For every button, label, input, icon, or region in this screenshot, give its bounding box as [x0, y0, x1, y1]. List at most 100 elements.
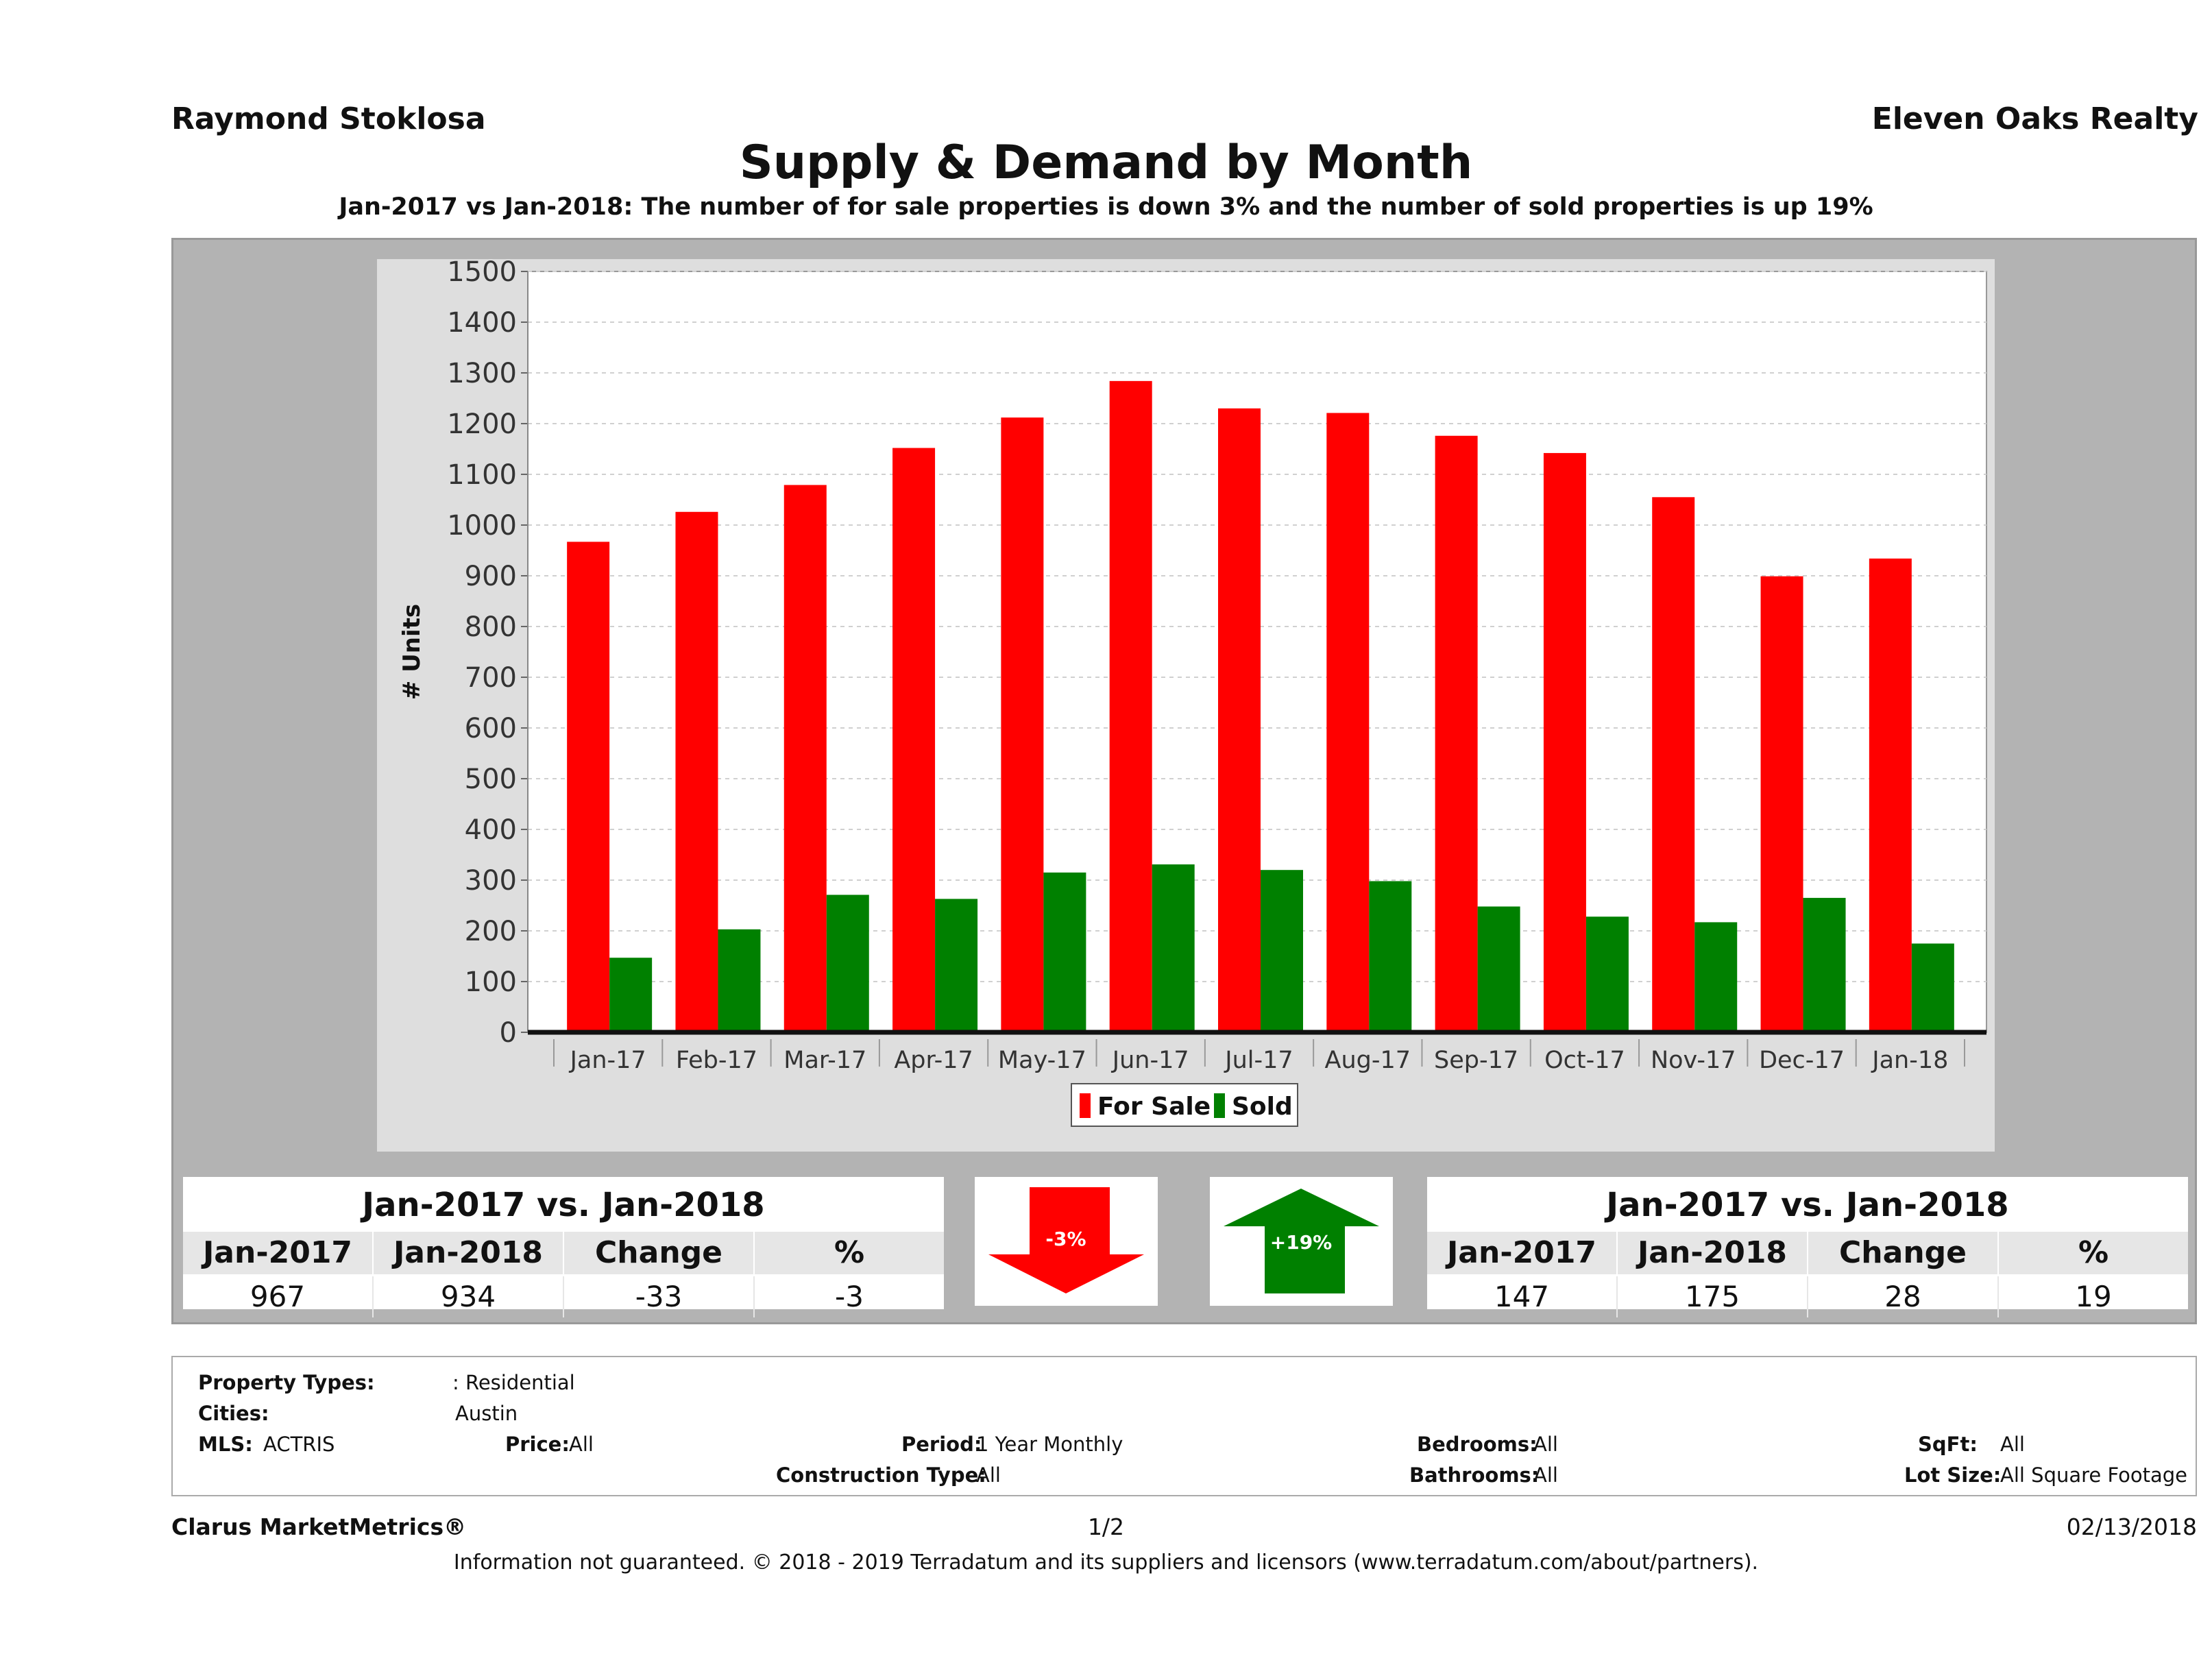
- sold-bar: [935, 899, 978, 1032]
- sold-bar: [718, 929, 761, 1032]
- y-tick-label: 1300: [447, 358, 517, 389]
- for-sale-bar: [675, 511, 718, 1032]
- sold-comparison-table: Jan-2017 vs. Jan-2018 Jan-2017 Jan-2018 …: [1427, 1177, 2188, 1317]
- page-number: 1/2: [1087, 1513, 1125, 1540]
- header-cell: Jan-2018: [1618, 1232, 1808, 1274]
- bathrooms-value: All: [1533, 1463, 1558, 1487]
- report-title: Supply & Demand by Month: [739, 136, 1473, 190]
- sqft-label: SqFt:: [1918, 1433, 1978, 1456]
- up-arrow-label: +19%: [1270, 1231, 1332, 1254]
- for-sale-bar: [1435, 435, 1478, 1032]
- for-sale-bar: [892, 448, 936, 1032]
- legend-swatch-sold: [1214, 1093, 1225, 1118]
- sold-bar: [1694, 922, 1738, 1032]
- x-tick-label: Nov-17: [1651, 1047, 1736, 1074]
- y-tick-label: 800: [465, 611, 517, 643]
- sold-table-values: 147 175 28 19: [1427, 1276, 2188, 1317]
- sold-bar: [1477, 906, 1520, 1032]
- legend-swatch-for-sale: [1080, 1093, 1091, 1118]
- y-tick-label: 400: [465, 814, 517, 846]
- footer-brand: Clarus MarketMetrics®: [171, 1513, 467, 1540]
- construction-type-label: Construction Type:: [776, 1463, 986, 1487]
- for-sale-bar: [1760, 576, 1803, 1032]
- y-tick-label: 700: [465, 662, 517, 694]
- y-tick-label: 1100: [447, 459, 517, 491]
- y-tick-label: 1500: [447, 259, 517, 288]
- legend-label-sold: Sold: [1232, 1093, 1293, 1121]
- price-value: All: [569, 1433, 594, 1456]
- sold-bar: [609, 958, 653, 1032]
- for-sale-bar: [1326, 413, 1370, 1032]
- legend-label-for-sale: For Sale: [1097, 1093, 1211, 1121]
- sold-bar: [1152, 864, 1195, 1032]
- sold-table-header: Jan-2017 Jan-2018 Change %: [1427, 1232, 2188, 1274]
- for-sale-comparison-table: Jan-2017 vs. Jan-2018 Jan-2017 Jan-2018 …: [183, 1177, 944, 1317]
- search-criteria: Property Types: : Residential Cities: Au…: [171, 1356, 2197, 1496]
- up-arrow-box: +19%: [1210, 1177, 1393, 1306]
- x-tick-label: Sep-17: [1434, 1047, 1518, 1074]
- bedrooms-label: Bedrooms:: [1417, 1433, 1538, 1456]
- y-tick-label: 1200: [447, 409, 517, 440]
- x-tick-label: Jun-17: [1111, 1047, 1189, 1074]
- price-label: Price:: [505, 1433, 570, 1456]
- sold-bar: [1369, 881, 1412, 1032]
- y-tick-label: 0: [500, 1017, 517, 1049]
- company-name: Eleven Oaks Realty: [1871, 101, 2198, 136]
- header-cell: Change: [1808, 1232, 1999, 1274]
- for-sale-bar: [1652, 497, 1695, 1032]
- header-cell: Jan-2018: [374, 1232, 564, 1274]
- value-cell: 934: [374, 1276, 564, 1317]
- sold-bar: [1911, 943, 1954, 1032]
- header-cell: Jan-2017: [183, 1232, 374, 1274]
- x-tick-label: Dec-17: [1759, 1047, 1845, 1074]
- header-cell: %: [834, 1235, 865, 1270]
- sold-bar: [1803, 897, 1846, 1032]
- down-arrow-box: -3%: [975, 1177, 1158, 1306]
- y-tick-label: 300: [465, 865, 517, 897]
- cities-value: Austin: [455, 1402, 518, 1425]
- x-tick-label: May-17: [998, 1047, 1086, 1074]
- header-cell: Jan-2017: [1427, 1232, 1618, 1274]
- y-tick-label: 200: [465, 916, 517, 947]
- legend: [1071, 1083, 1298, 1127]
- sqft-value: All: [2000, 1433, 2025, 1456]
- for-sale-table-title: Jan-2017 vs. Jan-2018: [362, 1186, 765, 1224]
- for-sale-bar: [783, 485, 827, 1032]
- value-cell: 28: [1808, 1276, 1999, 1317]
- value-cell: 175: [1618, 1276, 1808, 1317]
- y-axis-label: # Units: [398, 604, 426, 700]
- lot-size-label: Lot Size:: [1904, 1463, 2002, 1487]
- down-arrow-label: -3%: [1045, 1228, 1086, 1250]
- bathrooms-label: Bathrooms:: [1409, 1463, 1540, 1487]
- value-cell: 967: [183, 1276, 374, 1317]
- value-cell: 147: [1427, 1276, 1618, 1317]
- down-arrow-icon: -3%: [988, 1187, 1144, 1293]
- sold-bar: [1585, 916, 1629, 1032]
- for-sale-table-values: 967 934 -33 -3: [183, 1276, 944, 1317]
- for-sale-bar: [567, 542, 610, 1032]
- lot-size-value: All Square Footage: [2000, 1463, 2188, 1487]
- property-types-label: Property Types:: [198, 1371, 375, 1394]
- report-date: 02/13/2018: [2066, 1513, 2197, 1540]
- y-tick-label: 500: [465, 764, 517, 795]
- construction-type-value: All: [976, 1463, 1001, 1487]
- sold-bar: [1043, 872, 1086, 1032]
- for-sale-bar: [1543, 452, 1586, 1032]
- x-tick-label: Oct-17: [1544, 1047, 1625, 1074]
- x-tick-label: Feb-17: [676, 1047, 757, 1074]
- sold-bar: [1261, 870, 1303, 1032]
- disclaimer: Information not guaranteed. © 2018 - 201…: [453, 1551, 1759, 1574]
- report-subtitle: Jan-2017 vs Jan-2018: The number of for …: [339, 193, 1873, 221]
- for-sale-bar: [1001, 417, 1044, 1032]
- x-tick-label: Aug-17: [1325, 1047, 1411, 1074]
- y-tick-label: 900: [465, 561, 517, 592]
- y-tick-label: 1000: [447, 510, 517, 542]
- property-types-value: : Residential: [452, 1371, 575, 1394]
- header-cell: Change: [564, 1232, 755, 1274]
- period-value: 1 Year Monthly: [976, 1433, 1123, 1456]
- sold-bar: [826, 895, 869, 1032]
- cities-label: Cities:: [198, 1402, 269, 1425]
- supply-demand-chart: 0 100 200 300 400 500 600 700 800 900 1000 1100 1200…: [398, 259, 1987, 1127]
- for-sale-bar: [1218, 408, 1261, 1032]
- sold-table-title: Jan-2017 vs. Jan-2018: [1606, 1186, 2009, 1224]
